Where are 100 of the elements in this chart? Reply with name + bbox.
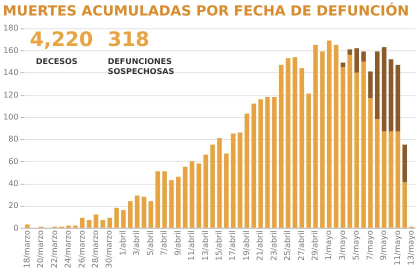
bar [169,180,174,228]
bar [121,210,126,228]
bar [217,138,222,228]
x-tick-label: 15/abril [214,230,224,261]
bar [286,58,290,228]
bar [230,134,236,228]
x-tick-label: 13/mayo [406,230,416,266]
y-tick-label: 140 [3,68,18,78]
y-tick-label: 0 [13,223,18,232]
bar [354,72,359,228]
bar [244,114,250,228]
bar [354,48,359,73]
bar [340,62,346,68]
x-tick-label: 7/mayo [365,230,374,260]
bar [334,44,338,228]
bar [94,214,98,228]
bar [361,62,366,228]
bar [210,144,215,228]
bar [86,220,92,228]
x-tick-label: 25/abril [283,230,292,261]
bar [272,96,277,228]
y-tick-label: 160 [3,46,18,55]
bar [265,96,270,228]
bar [306,94,311,228]
x-tick-label: 17/abril [228,230,238,261]
chart-title: MUERTES ACUMULADAS POR FECHA DE DEFUNCIÓN [2,2,410,20]
bar [224,154,229,228]
x-tick-label: 1/mayo [324,230,334,260]
x-tick-label: 9/abril [173,230,182,256]
x-tick-label: 3/mayo [338,230,347,260]
annotation: 4,220 [30,27,94,52]
bar [25,224,30,228]
bar [196,163,202,228]
bar [155,171,160,228]
bar [313,44,318,228]
bar [374,119,380,228]
x-tick-label: 30/marzo [104,230,114,268]
bar [368,98,373,228]
x-tick-label: 28/marzo [90,230,100,268]
x-tick-label: 24/marzo [64,230,73,268]
y-tick-label: 60 [8,156,18,166]
bar [326,40,332,228]
bar [182,166,188,228]
x-tick-label: 9/mayo [379,230,388,260]
bar [203,154,208,228]
annotation: 318 [108,27,150,52]
x-tick-label: 22/marzo [50,230,59,268]
bar [340,67,346,228]
bar [348,49,352,55]
x-tick-label: 11/abril [187,230,196,261]
y-tick-label: 180 [3,24,18,33]
y-tick-label: 40 [8,178,18,188]
x-tick-label: 21/abril [256,230,265,261]
x-tick-label: 5/abril [146,230,155,256]
bar [382,131,386,228]
bar [80,218,85,228]
bar [176,176,181,228]
x-tick-label: 13/abril [200,230,210,261]
bar [396,64,400,132]
bar [368,71,373,98]
x-tick-label: 19/abril [242,230,251,261]
y-tick-label: 20 [8,201,18,210]
x-tick-label: 18/marzo [22,230,32,268]
bar [320,52,325,228]
bar [402,144,408,182]
bar [251,104,256,228]
x-tick-label: 27/abril [296,230,306,261]
bar [388,59,394,132]
bar [388,131,394,228]
y-tick-label: 100 [3,112,18,122]
x-tick-label: 23/abril [269,230,278,261]
bar [162,171,167,228]
bar [292,57,298,228]
x-tick-label: 11/mayo [392,230,402,266]
bar [361,52,366,62]
x-tick-label: 7/abril [160,230,169,256]
x-tick-label: 1/abril [118,230,128,256]
bar [278,64,284,228]
bar [134,196,140,228]
annotation: DEFUNCIONES SOSPECHOSAS [108,57,174,76]
y-tick-label: 120 [3,90,18,100]
bar [374,52,380,120]
bar [402,182,408,228]
annotation: DECESOS [36,57,78,66]
x-tick-label: 26/marzo [77,230,86,268]
bar [258,99,263,228]
bar [348,54,352,228]
bar [100,220,106,228]
x-tick-label: 20/marzo [36,230,46,268]
bar [238,132,242,228]
bar [114,208,119,228]
bar [107,218,112,228]
x-tick-label: 3/abril [132,230,142,256]
x-tick-label: 5/mayo [352,230,361,260]
bar [300,68,304,228]
bar [382,47,386,132]
bar [148,201,154,228]
x-tick-label: 29/abril [310,230,320,261]
y-tick-label: 80 [8,134,18,144]
bar [128,201,133,228]
